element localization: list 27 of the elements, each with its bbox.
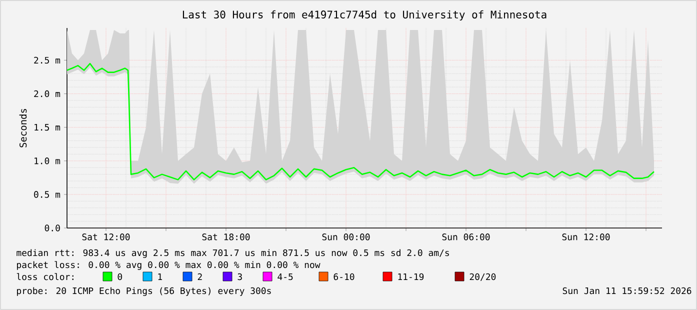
legend-label: 2 [198, 273, 202, 280]
legend-label: 20/20 [470, 273, 496, 281]
y-tick-label: 0.5 m [34, 191, 60, 198]
x-tick-label: Sun 06:00 [442, 234, 490, 240]
text: packet loss: 0.00 % avg 0.00 % max 0.00 % min 0.00 % now [17, 261, 320, 270]
legend-label: 1 [158, 273, 162, 280]
line-series [67, 62, 655, 180]
legend-title: loss color: [16, 273, 74, 280]
y-tick-label: 0.0 [44, 224, 60, 232]
x-tick-label: Sun 12:00 [562, 234, 610, 240]
y-tick-label: 1.0 m [34, 157, 60, 164]
y-tick-label: 2.5 m [34, 56, 60, 64]
legend-label: 6-10 [334, 273, 354, 280]
text: Sun Jan 11 15:59:52 2026 [562, 287, 692, 294]
y-tick-label: 1.5 m [34, 124, 60, 131]
chart-title: Last 30 Hours from e41971c7745d to University of Minnesota [182, 10, 546, 20]
y-axis-title: Seconds [19, 108, 27, 148]
x-tick-label: Sat 12:00 [82, 234, 130, 240]
x-tick-label: Sun 00:00 [322, 234, 370, 240]
text: median rtt: 983.4 us avg 2.5 ms max 701.7 us min 871.5 us now 0.5 ms sd 2.0 am/s [16, 249, 449, 258]
legend-label: 3 [238, 273, 242, 280]
legend-label: 11-19 [398, 273, 424, 280]
x-tick-label: Sat 18:00 [202, 234, 250, 240]
legend-label: 4-5 [278, 273, 293, 280]
legend-label: 0 [118, 273, 122, 280]
text: probe: 20 ICMP Echo Pings (56 Bytes) every 300s [17, 287, 271, 296]
y-tick-label: 2.0 m [34, 90, 60, 98]
